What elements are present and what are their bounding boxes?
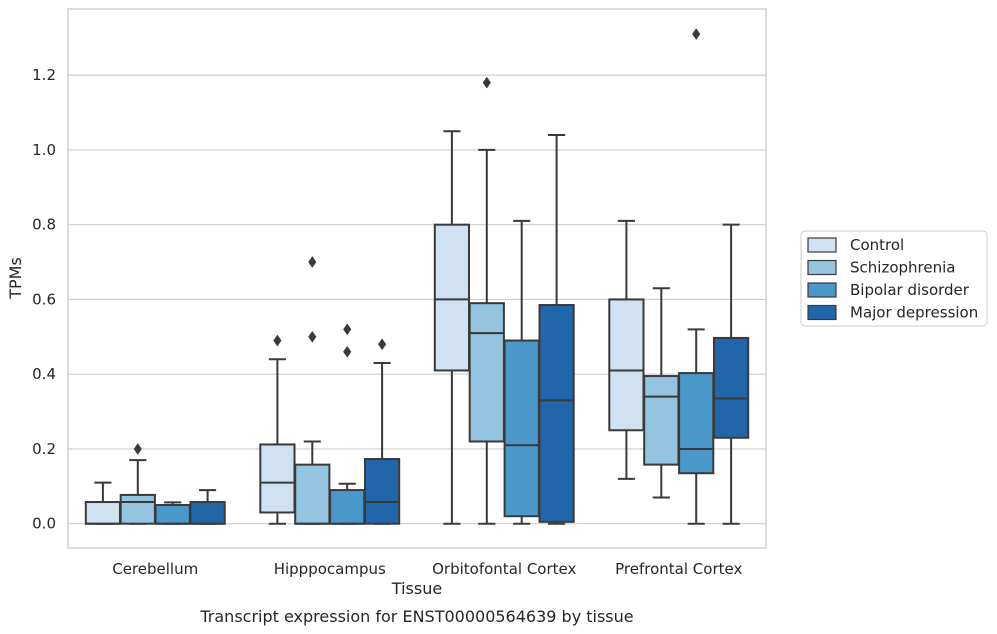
legend-swatch bbox=[807, 304, 837, 321]
legend-label: Major depression bbox=[850, 304, 978, 322]
box-schizophrenia bbox=[119, 443, 156, 525]
box-iqr bbox=[294, 463, 331, 525]
y-axis-label: TPMs bbox=[6, 257, 25, 300]
legend-frame bbox=[800, 230, 988, 327]
box-major-depression bbox=[189, 489, 226, 525]
box-major-depression bbox=[712, 223, 750, 525]
chart-caption: Transcript expression for ENST0000056463… bbox=[199, 607, 633, 626]
outlier-point bbox=[343, 323, 352, 336]
y-tick-label: 0.0 bbox=[32, 515, 56, 533]
box-iqr bbox=[678, 372, 715, 475]
x-tick-label: Orbitofontal Cortex bbox=[432, 560, 576, 578]
x-axis-ticks: Cerebellum Hipppocampus Orbitofontal Corte… bbox=[112, 560, 742, 578]
box-iqr bbox=[538, 304, 575, 523]
box-control bbox=[259, 334, 296, 525]
y-tick-label: 1.0 bbox=[32, 141, 56, 159]
x-axis-label: Tissue bbox=[391, 579, 442, 598]
box-bipolar-disorder bbox=[154, 501, 191, 525]
y-tick-label: 0.2 bbox=[32, 440, 56, 458]
box-iqr bbox=[608, 298, 645, 432]
outlier-point bbox=[308, 256, 317, 268]
box-schizophrenia bbox=[294, 256, 331, 525]
x-tick-label: Cerebellum bbox=[112, 560, 198, 578]
outlier-point bbox=[343, 345, 352, 358]
box-iqr bbox=[84, 501, 122, 525]
y-tick-label: 1.2 bbox=[32, 66, 56, 84]
boxes bbox=[84, 28, 750, 525]
box-bipolar-disorder bbox=[503, 219, 540, 525]
legend-label: Bipolar disorder bbox=[850, 281, 970, 299]
gridlines bbox=[68, 74, 766, 525]
y-tick-label: 0.8 bbox=[32, 216, 56, 234]
box-iqr bbox=[329, 489, 366, 525]
box-iqr bbox=[363, 458, 401, 525]
legend-swatch bbox=[807, 259, 837, 276]
outlier-point bbox=[692, 28, 701, 40]
box-control bbox=[433, 130, 471, 525]
outlier-point bbox=[482, 76, 491, 89]
y-tick-label: 0.4 bbox=[32, 365, 56, 383]
outlier-point bbox=[273, 334, 282, 347]
box-bipolar-disorder bbox=[678, 28, 715, 525]
box-iqr bbox=[259, 443, 296, 514]
y-axis-ticks: 0.0 0.2 0.4 0.6 0.8 1.0 1.2 bbox=[32, 66, 56, 533]
box-iqr bbox=[643, 375, 680, 466]
box-schizophrenia bbox=[468, 76, 505, 525]
box-major-depression bbox=[538, 133, 575, 525]
legend: Control Schizophrenia Bipolar disorder Majo… bbox=[800, 230, 988, 327]
box-iqr bbox=[433, 223, 471, 372]
outlier-point bbox=[308, 330, 317, 343]
box-schizophrenia bbox=[643, 287, 680, 499]
box-control bbox=[608, 219, 645, 480]
box-iqr bbox=[154, 504, 191, 525]
box-iqr bbox=[119, 493, 156, 525]
x-tick-label: Prefrontal Cortex bbox=[615, 560, 742, 578]
box-iqr bbox=[189, 501, 226, 525]
box-bipolar-disorder bbox=[329, 323, 366, 525]
box-iqr bbox=[712, 336, 750, 439]
y-tick-label: 0.6 bbox=[32, 290, 56, 308]
legend-label: Schizophrenia bbox=[850, 259, 955, 277]
outlier-point bbox=[133, 443, 142, 455]
box-major-depression bbox=[363, 338, 401, 525]
box-iqr bbox=[468, 302, 505, 443]
legend-swatch bbox=[807, 282, 837, 298]
legend-label: Control bbox=[850, 236, 904, 254]
legend-swatch bbox=[807, 237, 837, 253]
outlier-point bbox=[377, 338, 387, 351]
box-iqr bbox=[503, 339, 540, 518]
plot-frame bbox=[67, 8, 767, 549]
x-tick-label: Hipppocampus bbox=[274, 560, 386, 578]
box-control bbox=[84, 481, 122, 525]
